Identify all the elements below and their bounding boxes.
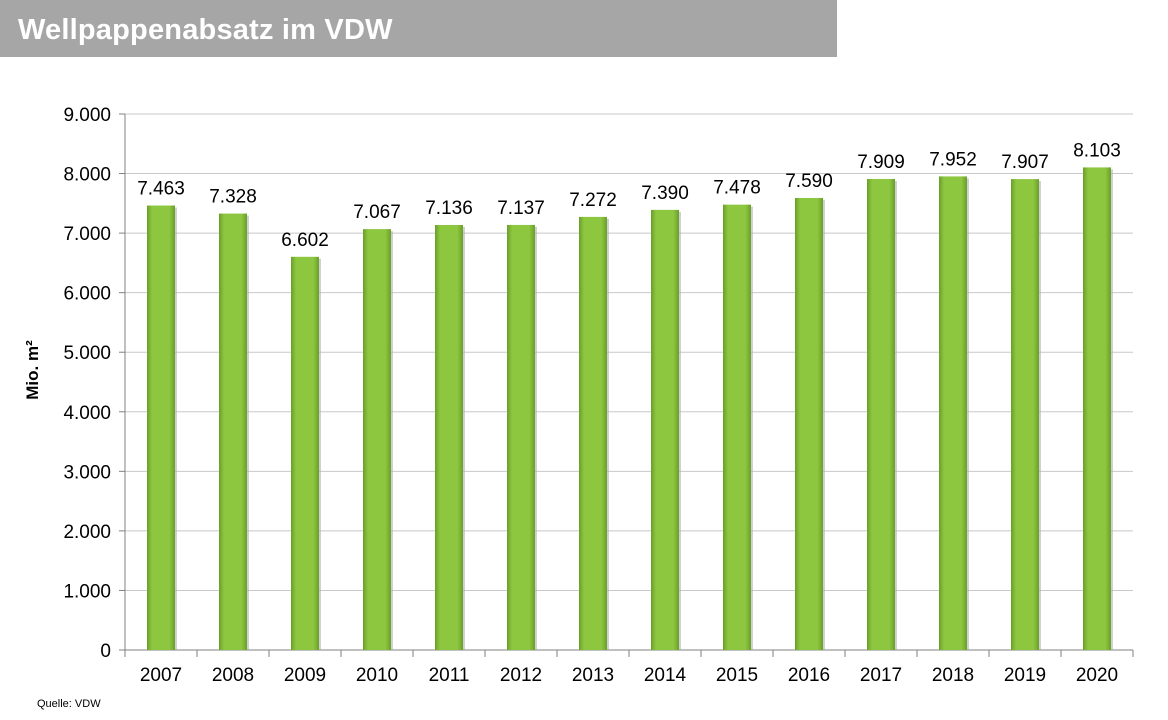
x-tick-label: 2008 bbox=[212, 665, 254, 686]
source-note: Quelle: VDW bbox=[37, 698, 101, 710]
x-tick-label: 2007 bbox=[140, 665, 182, 686]
bar bbox=[867, 178, 895, 651]
x-tick-label: 2015 bbox=[716, 665, 758, 686]
data-label: 7.952 bbox=[929, 149, 977, 170]
y-tick-label: 6.000 bbox=[63, 284, 111, 305]
x-tick-label: 2013 bbox=[572, 665, 614, 686]
y-tick-label: 1.000 bbox=[63, 581, 111, 602]
data-label: 7.390 bbox=[641, 183, 689, 204]
bar bbox=[507, 224, 535, 650]
y-tick-label: 5.000 bbox=[63, 343, 111, 364]
data-label: 7.136 bbox=[425, 198, 473, 219]
page-title: Wellpappenabsatz im VDW bbox=[18, 14, 393, 46]
bar bbox=[219, 213, 247, 650]
bar bbox=[435, 225, 463, 651]
x-tick-label: 2018 bbox=[932, 665, 974, 686]
y-tick-label: 2.000 bbox=[63, 522, 111, 543]
y-tick-label: 4.000 bbox=[63, 403, 111, 424]
data-label: 7.463 bbox=[137, 179, 185, 200]
x-tick-label: 2017 bbox=[860, 665, 902, 686]
y-tick-label: 8.000 bbox=[63, 165, 111, 186]
data-label: 7.907 bbox=[1001, 152, 1049, 173]
x-tick-label: 2012 bbox=[500, 665, 542, 686]
y-tick-label: 9.000 bbox=[63, 105, 111, 126]
x-tick-label: 2009 bbox=[284, 665, 326, 686]
bar bbox=[147, 205, 175, 650]
data-label: 7.590 bbox=[785, 171, 833, 192]
bar bbox=[579, 216, 607, 651]
bar bbox=[291, 256, 319, 650]
data-label: 6.602 bbox=[281, 230, 329, 251]
data-label: 8.103 bbox=[1073, 140, 1121, 161]
x-tick-label: 2011 bbox=[429, 665, 470, 686]
data-label: 7.067 bbox=[353, 202, 401, 223]
bar bbox=[939, 176, 967, 650]
y-tick-label: 0 bbox=[100, 641, 111, 662]
bar bbox=[363, 229, 391, 650]
bar bbox=[651, 209, 679, 650]
y-axis-title: Mio. m² bbox=[23, 340, 42, 400]
title-bar: Wellpappenabsatz im VDW bbox=[0, 0, 837, 57]
data-label: 7.478 bbox=[713, 178, 761, 199]
x-tick-label: 2010 bbox=[356, 665, 398, 686]
x-tick-label: 2016 bbox=[788, 665, 830, 686]
y-tick-label: 7.000 bbox=[63, 224, 111, 245]
bar bbox=[795, 197, 823, 650]
x-tick-label: 2019 bbox=[1004, 665, 1046, 686]
x-tick-label: 2020 bbox=[1076, 665, 1118, 686]
data-label: 7.328 bbox=[209, 187, 257, 208]
data-label: 7.909 bbox=[857, 152, 905, 173]
bar bbox=[1011, 179, 1039, 650]
bar bbox=[723, 204, 751, 650]
y-tick-label: 3.000 bbox=[63, 462, 111, 483]
data-label: 7.272 bbox=[569, 190, 617, 211]
data-label: 7.137 bbox=[497, 198, 545, 219]
bar bbox=[1083, 167, 1111, 650]
x-tick-label: 2014 bbox=[644, 665, 687, 686]
